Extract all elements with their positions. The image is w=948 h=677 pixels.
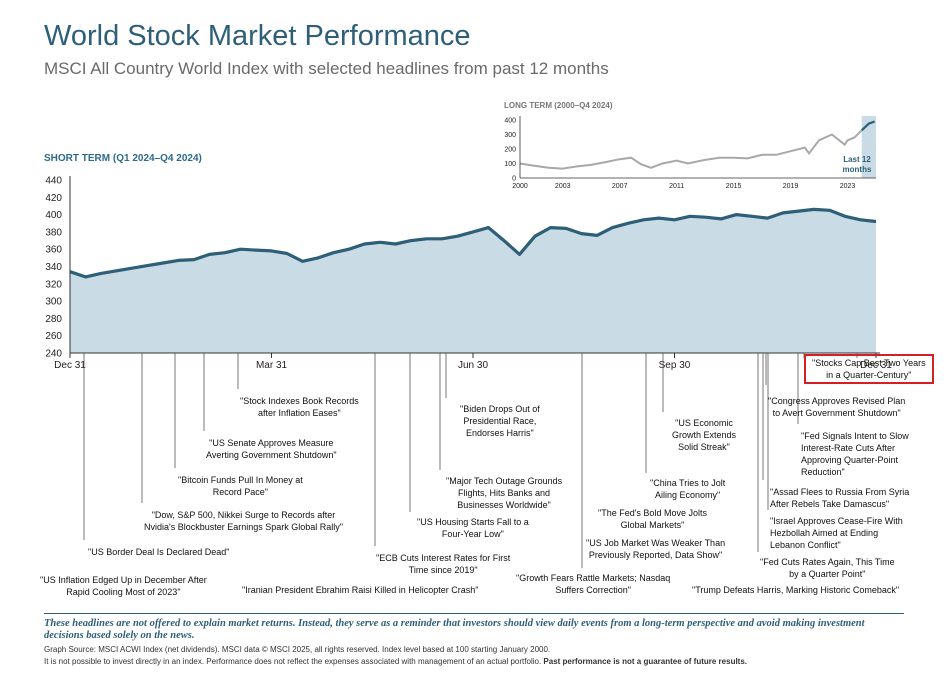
long-term-y-tick-label: 400 — [504, 118, 516, 125]
headline-indexes-records: "Stock Indexes Book Records after Inflati… — [240, 396, 359, 418]
long-term-x-tick-label: 2007 — [612, 183, 628, 190]
short-term-y-tick-label: 280 — [45, 314, 62, 325]
long-term-y-tick-label: 100 — [504, 161, 516, 168]
headline-us-inflation: "US Inflation Edged Up in December After… — [40, 575, 207, 597]
headline-senate-shutdown: "US Senate Approves Measure Averting Gove… — [206, 438, 337, 460]
graph-source: Graph Source: MSCI ACWI Index (net divid… — [44, 645, 551, 654]
headline-leader-lines — [83, 353, 858, 568]
headline-housing-starts: "US Housing Starts Fall to a Four-Year Lo… — [417, 517, 529, 539]
short-term-y-tick-label: 340 — [45, 262, 62, 273]
long-term-y-tick-label: 300 — [504, 132, 516, 139]
headline-job-market: "US Job Market Was Weaker Than Previously… — [586, 538, 726, 560]
last-12-months-highlight — [861, 116, 876, 178]
headline-us-growth: "US Economic Growth Extends Solid Streak" — [672, 418, 737, 452]
investment-note-bold: Past performance is not a guarantee of f… — [543, 657, 748, 666]
last-12-months-label-line1: Last 12 — [843, 155, 871, 164]
short-term-y-tick-label: 360 — [45, 245, 62, 256]
short-term-series-line — [69, 207, 877, 279]
headline-tech-outage: "Major Tech Outage Grounds Flights, Hits … — [446, 476, 563, 510]
headline-best-two-years: "Stocks Cap Best Two Years in a Quarter-C… — [804, 354, 934, 384]
short-term-x-tick-label: Jun 30 — [458, 360, 488, 371]
short-term-y-tick-label: 440 — [45, 176, 62, 187]
short-term-y-tick-label: 300 — [45, 297, 62, 308]
short-term-x-tick-label: Mar 31 — [256, 360, 288, 371]
short-term-x-tick-label: Sep 30 — [659, 360, 691, 371]
headline-bitcoin: "Bitcoin Funds Pull In Money at Record Pa… — [178, 475, 303, 497]
headline-growth-fears: "Growth Fears Rattle Markets; Nasdaq Suff… — [516, 573, 671, 595]
headline-congress-plan: "Congress Approves Revised Plan to Avert … — [768, 396, 906, 418]
long-term-x-tick-label: 2015 — [726, 183, 742, 190]
investment-note: It is not possible to invest directly in… — [44, 657, 747, 666]
headline-israel-ceasefire: "Israel Approves Cease-Fire With Hezbolla… — [770, 516, 903, 550]
short-term-x-tick-label: Dec 31 — [54, 360, 86, 371]
investment-note-text: It is not possible to invest directly in… — [44, 657, 542, 666]
long-term-chart-title: LONG TERM (2000–Q4 2024) — [504, 101, 613, 110]
last-12-months-label-line2: months — [843, 165, 872, 174]
long-term-x-tick-label: 2003 — [555, 183, 571, 190]
footer-divider — [44, 613, 904, 614]
short-term-x-tick-label: Dec 31 — [860, 360, 892, 371]
short-term-y-tick-label: 260 — [45, 331, 62, 342]
headline-assad: "Assad Flees to Russia From Syria After R… — [770, 487, 910, 509]
long-term-x-tick-label: 2011 — [669, 183, 684, 190]
headline-china-jolt: "China Tries to Jolt Ailing Economy" — [650, 478, 726, 500]
headline-trump: "Trump Defeats Harris, Marking Historic … — [692, 585, 900, 595]
headline-border-deal: "US Border Deal Is Declared Dead" — [88, 547, 230, 557]
short-term-y-tick-label: 320 — [45, 279, 62, 290]
page-subtitle: MSCI All Country World Index with select… — [44, 59, 609, 78]
headline-biden: "Biden Drops Out of Presidential Race, End… — [460, 404, 540, 438]
long-term-y-tick-label: 200 — [504, 147, 516, 154]
long-term-chart: LONG TERM (2000–Q4 2024) 0 100 200 300 400 200… — [504, 101, 876, 190]
short-term-y-tick-label: 240 — [45, 349, 62, 360]
long-term-recent-line — [861, 120, 875, 132]
long-term-x-tick-label: 2023 — [840, 183, 856, 190]
headline-raisi: "Iranian President Ebrahim Raisi Killed … — [242, 585, 479, 595]
long-term-y-tick-label: 0 — [512, 176, 516, 183]
headline-ecb-cuts: "ECB Cuts Interest Rates for First Time s… — [376, 553, 511, 575]
long-term-series-line — [519, 120, 875, 170]
headline-fed-signals: "Fed Signals Intent to Slow Interest-Rate… — [801, 431, 909, 477]
short-term-y-tick-label: 420 — [45, 193, 62, 204]
short-term-y-tick-label: 380 — [45, 227, 62, 238]
headline-nvidia-rally: "Dow, S&P 500, Nikkei Surge to Records a… — [144, 510, 343, 532]
headline-fed-bold: "The Fed's Bold Move Jolts Global Markets… — [598, 508, 707, 530]
headline-fed-cuts-again: "Fed Cuts Rates Again, This Time by a Qua… — [760, 557, 895, 579]
long-term-x-tick-label: 2000 — [512, 183, 528, 190]
short-term-chart-title: SHORT TERM (Q1 2024–Q4 2024) — [44, 153, 202, 164]
short-term-chart: 240 260 280 300 320 340 360 380 400 420 440 Dec 31 M… — [45, 176, 892, 372]
short-term-area-fill — [70, 209, 876, 353]
long-term-x-tick-label: 2019 — [783, 183, 799, 190]
page-title: World Stock Market Performance — [44, 20, 471, 52]
short-term-y-tick-label: 400 — [45, 210, 62, 221]
disclaimer: These headlines are not offered to expla… — [44, 618, 865, 641]
